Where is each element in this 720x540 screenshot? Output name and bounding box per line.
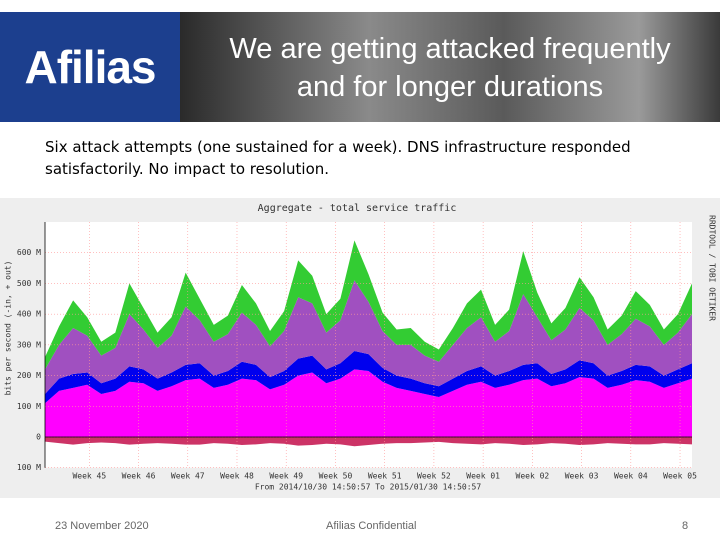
footer-date: 23 November 2020 (55, 520, 149, 532)
x-tick-label: Week 51 (368, 472, 402, 481)
area-layer (45, 280, 692, 394)
title-line: and for longer durations (296, 71, 604, 103)
x-tick-label: Week 47 (171, 472, 205, 481)
chart-title: Aggregate - total service traffic (258, 203, 457, 214)
logo-text: Afilias (24, 41, 156, 93)
x-tick-label: Week 45 (72, 472, 106, 481)
footer-center: Afilias Confidential (326, 520, 417, 532)
y-tick-label: 300 M (17, 340, 41, 349)
y-tick-label: 100 M (17, 402, 41, 411)
y-tick-label: 400 M (17, 310, 41, 319)
area-layer (45, 240, 692, 370)
body-text: Six attack attempts (one sustained for a… (45, 138, 631, 178)
area-layer (45, 369, 692, 437)
y-tick-label: 200 M (17, 371, 41, 380)
x-tick-label: Week 52 (417, 472, 451, 481)
logo: Afilias (0, 12, 180, 122)
x-tick-label: Week 48 (220, 472, 254, 481)
chart: Aggregate - total service traffic bits p… (0, 198, 720, 498)
x-tick-label: Week 49 (269, 472, 303, 481)
title-line: We are getting attacked frequently (229, 33, 671, 65)
title-bar: We are getting attacked frequently and f… (180, 12, 720, 122)
y-tick-label: 0 (36, 432, 41, 441)
x-tick-label: Week 03 (565, 472, 599, 481)
y-tick-label: 500 M (17, 279, 41, 288)
x-tick-label: Week 46 (122, 472, 156, 481)
y-tick-label: 100 M (17, 463, 41, 472)
chart-footer: From 2014/10/30 14:50:57 To 2015/01/30 1… (255, 483, 482, 492)
x-tick-label: Week 02 (516, 472, 550, 481)
x-tick-label: Week 05 (663, 472, 697, 481)
area-layer (45, 436, 692, 447)
x-tick-label: Week 01 (466, 472, 500, 481)
x-tick-label: Week 04 (614, 472, 648, 481)
side-label: RRDTOOL / TOBI OETIKER (708, 215, 717, 321)
page-number: 8 (682, 520, 689, 532)
y-axis-label: bits per second (-in, + out) (4, 261, 13, 396)
area-layer (45, 350, 692, 404)
y-tick-label: 600 M (17, 248, 41, 257)
x-tick-label: Week 50 (319, 472, 353, 481)
